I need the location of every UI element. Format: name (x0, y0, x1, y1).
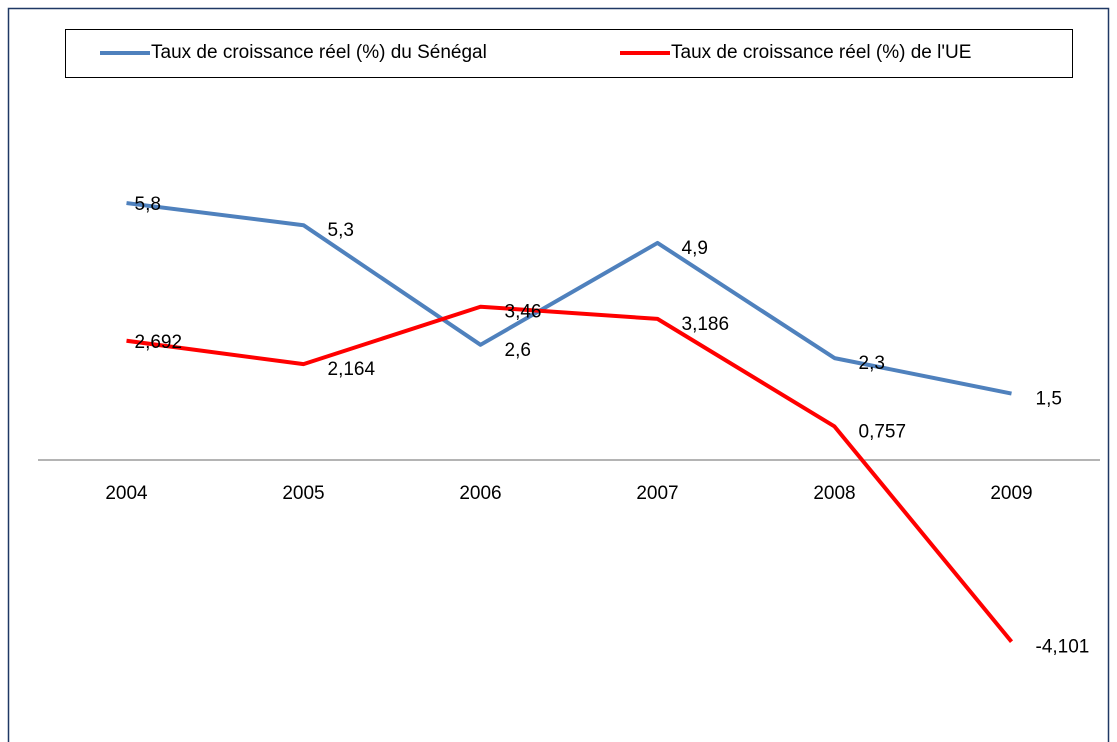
data-label: 2,6 (505, 340, 531, 361)
data-label: 3,46 (505, 302, 542, 323)
legend-box (65, 29, 1073, 78)
chart-border (7, 7, 1110, 742)
data-label: 2,692 (135, 332, 183, 353)
data-label: 1,5 (1036, 389, 1062, 410)
legend-label: Taux de croissance réel (%) du Sénégal (151, 42, 487, 63)
data-label: 5,8 (135, 194, 161, 215)
x-tick-label: 2009 (990, 483, 1032, 504)
x-tick-label: 2008 (813, 483, 855, 504)
data-label: 3,186 (682, 314, 730, 335)
x-tick-label: 2006 (459, 483, 501, 504)
series-line (126, 304, 1014, 643)
x-tick-label: 2005 (282, 483, 324, 504)
data-label: -4,101 (1036, 637, 1090, 658)
data-label: 4,9 (682, 238, 708, 259)
legend-label: Taux de croissance réel (%) de l'UE (671, 42, 971, 63)
x-tick-label: 2004 (105, 483, 148, 504)
data-label: 2,3 (859, 353, 885, 374)
series-line (126, 201, 1012, 396)
x-tick-label: 2007 (636, 483, 678, 504)
data-label: 2,164 (328, 359, 376, 380)
data-label: 5,3 (328, 220, 354, 241)
data-label: 0,757 (859, 421, 907, 442)
